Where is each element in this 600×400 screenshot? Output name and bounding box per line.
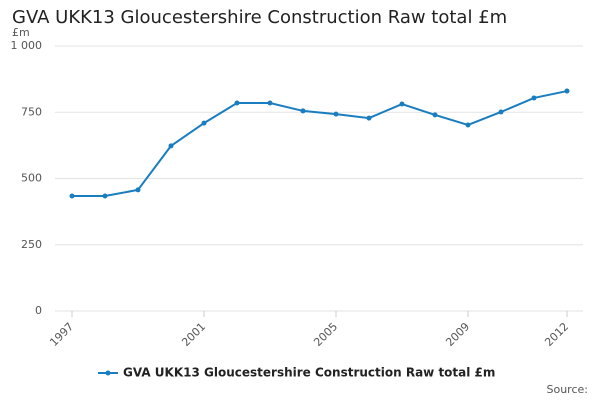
point [168,143,174,149]
source: Source: [547,383,589,396]
point [234,100,240,106]
y-tick-label: 500 [21,172,42,185]
x-tick-label: 2012 [542,320,571,349]
point [333,111,339,117]
point [465,122,471,128]
point [498,109,504,115]
x-tick-label: 1997 [47,320,76,349]
point [366,115,372,121]
line [72,90,568,197]
y-tick-label: 1 000 [11,39,43,52]
y-tick-label: 0 [35,304,42,317]
point [135,187,141,193]
point [69,193,75,199]
point [267,100,273,106]
x-tick-label: 2001 [179,320,208,349]
point [201,120,207,126]
point [432,112,438,118]
y-tick-label: 250 [21,238,42,251]
x-tick-label: 2005 [311,320,340,349]
point [531,95,537,101]
chart-title: GVA UKK13 Gloucestershire Construction R… [12,7,507,28]
point [102,193,108,199]
x-tick-label: 2009 [443,320,472,349]
point [399,101,405,107]
y-tick-label: 750 [21,105,42,118]
legend-label: GVA UKK13 Gloucestershire Construction R… [123,366,495,380]
y-unit: £m [12,26,30,39]
legend-point [105,370,111,376]
point [300,108,306,114]
point [564,88,570,94]
